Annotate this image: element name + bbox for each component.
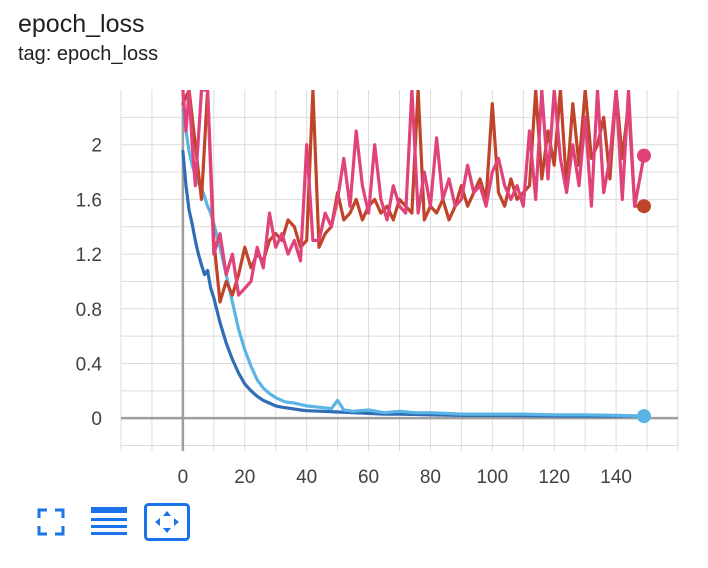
x-tick-label: 80 [420, 467, 441, 488]
x-tick-label: 40 [296, 467, 317, 488]
y-tick-label: 1.2 [76, 245, 102, 266]
y-tick-label: 0 [91, 409, 102, 430]
list-icon [91, 507, 127, 535]
x-tick-label: 100 [476, 467, 508, 488]
series-end-marker-2 [636, 409, 651, 424]
y-axis-tick-labels: 0 0.4 0.8 1.2 1.6 2 [76, 136, 103, 430]
chart-end-markers [636, 148, 651, 424]
y-tick-label: 0.8 [76, 300, 102, 321]
series-end-marker-4 [636, 148, 651, 163]
y-tick-label: 2 [91, 136, 102, 157]
fullscreen-icon [37, 508, 65, 536]
x-tick-label: 140 [600, 467, 632, 488]
x-axis-tick-labels: 0 20 40 60 80 100 120 140 [178, 467, 632, 488]
series-line-2 [181, 108, 646, 418]
y-tick-label: 1.6 [76, 190, 102, 211]
loss-chart: 0 20 40 60 80 100 120 140 0 0.4 0.8 1.2 1.6 2 [76, 90, 679, 488]
series-end-marker-3 [636, 199, 651, 214]
chart-subtitle: tag: epoch_loss [18, 43, 159, 65]
toggle-legend-button[interactable] [86, 502, 132, 542]
series-line-4 [181, 90, 646, 297]
fit-domain-icon [144, 503, 190, 541]
x-tick-label: 120 [538, 467, 570, 488]
chart-title: epoch_loss [18, 10, 145, 38]
fullscreen-button[interactable] [28, 502, 74, 542]
fit-domain-button[interactable] [144, 502, 190, 542]
chart-grid [120, 90, 679, 451]
chart-toolbar [28, 500, 202, 544]
x-tick-label: 60 [358, 467, 379, 488]
y-tick-label: 0.4 [76, 354, 103, 375]
x-tick-label: 20 [234, 467, 255, 488]
chart-series [181, 90, 646, 418]
x-tick-label: 0 [178, 467, 189, 488]
